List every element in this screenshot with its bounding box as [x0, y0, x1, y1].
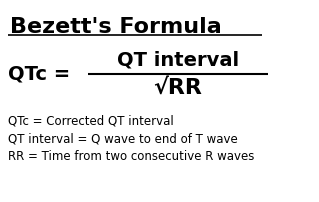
Text: Bezett's Formula: Bezett's Formula — [10, 17, 222, 37]
Text: QT interval = Q wave to end of T wave: QT interval = Q wave to end of T wave — [8, 132, 238, 145]
Text: RR = Time from two consecutive R waves: RR = Time from two consecutive R waves — [8, 150, 254, 163]
Text: QT interval: QT interval — [117, 51, 239, 70]
Text: √RR: √RR — [153, 78, 203, 98]
Text: QTc = Corrected QT interval: QTc = Corrected QT interval — [8, 114, 174, 127]
Text: QTc =: QTc = — [8, 64, 77, 83]
